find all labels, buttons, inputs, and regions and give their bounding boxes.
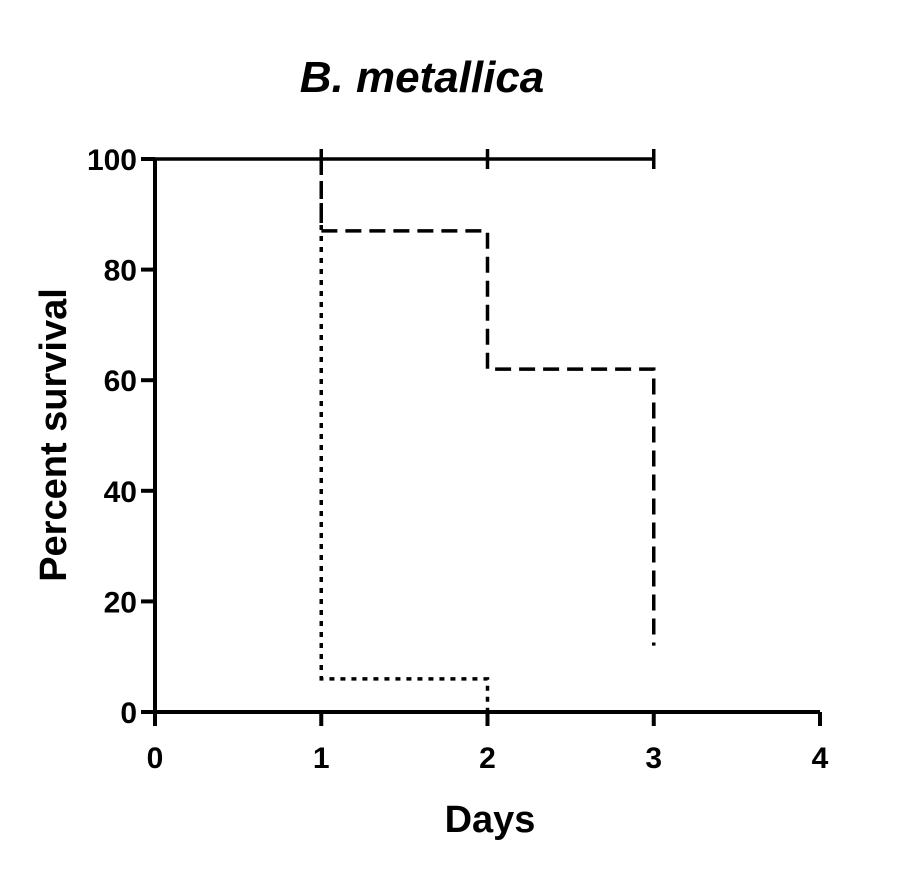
chart-title: B. metallica: [300, 53, 545, 102]
y-axis-label: Percent survival: [33, 288, 75, 582]
x-tick-label: 4: [812, 742, 829, 775]
y-tick-label: 40: [104, 476, 137, 509]
series-line-dashed: [319, 159, 656, 646]
x-tick-label: 3: [645, 742, 662, 775]
y-tick-label: 60: [104, 365, 137, 398]
x-tick-label: 2: [479, 742, 496, 775]
x-tick-label: 1: [313, 742, 330, 775]
y-tick-label: 0: [120, 697, 137, 730]
x-axis-label: Days: [445, 799, 536, 841]
series-line-dotted: [319, 159, 490, 712]
y-tick-label: 20: [104, 586, 137, 619]
x-tick-label: 0: [147, 742, 164, 775]
y-tick-label: 100: [87, 144, 137, 177]
y-tick-label: 80: [104, 255, 137, 288]
